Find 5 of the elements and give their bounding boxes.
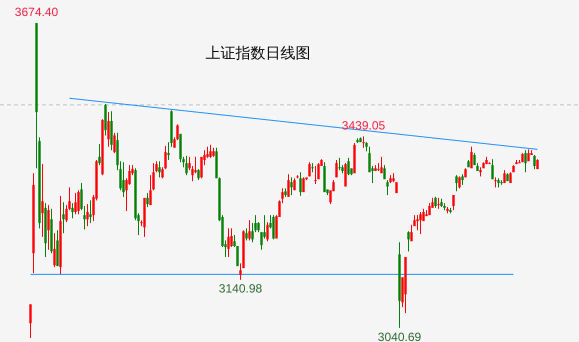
annotation: 3040.69 [378,330,422,342]
annotation: 3439.05 [342,118,386,132]
annotation: 3140.98 [218,282,263,296]
annotation: 3674.40 [14,5,59,19]
text: 上证指数日线图 [206,45,310,62]
